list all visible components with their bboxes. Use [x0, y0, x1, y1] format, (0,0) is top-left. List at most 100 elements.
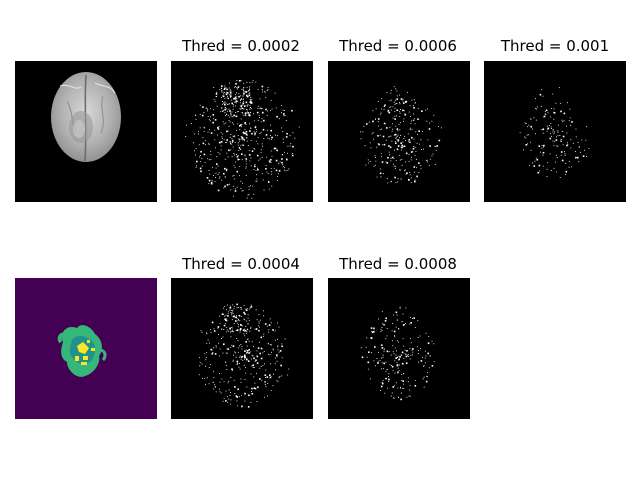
speckle	[379, 360, 381, 361]
speckle	[245, 101, 248, 104]
speckle	[224, 158, 226, 160]
speckle	[396, 356, 398, 358]
speckle	[195, 166, 197, 168]
speckle	[243, 101, 244, 103]
speckle	[383, 350, 385, 352]
speckle	[284, 169, 285, 171]
speckle	[251, 354, 253, 356]
speckle	[230, 90, 232, 92]
speckle	[362, 131, 364, 133]
speckle	[399, 111, 401, 113]
speckle	[542, 154, 544, 156]
speckle	[546, 128, 548, 130]
speckle	[524, 136, 526, 138]
speckle	[398, 154, 400, 156]
speckle	[245, 372, 247, 374]
speckle	[196, 165, 197, 167]
speckle	[371, 352, 373, 354]
speckle	[542, 132, 544, 134]
speckle	[247, 323, 249, 325]
speckle	[265, 165, 267, 166]
speckle	[402, 98, 404, 100]
speckle	[545, 109, 548, 112]
speckle	[241, 107, 243, 109]
speckle	[397, 371, 399, 374]
speckle	[277, 173, 279, 175]
speckle	[414, 155, 416, 156]
speckle	[371, 133, 373, 135]
speckle	[575, 151, 576, 152]
speckle	[236, 129, 237, 131]
speckle	[564, 153, 566, 155]
speckle	[547, 127, 550, 130]
speckle	[270, 159, 272, 161]
speckle	[390, 354, 392, 356]
speckle	[424, 350, 426, 352]
speckle	[543, 115, 546, 118]
speckle	[241, 139, 243, 141]
speckle	[240, 378, 242, 380]
speckle	[426, 375, 428, 377]
speckle	[526, 134, 528, 136]
speckle	[401, 351, 404, 354]
speckle	[399, 137, 400, 139]
speckle	[550, 170, 552, 171]
speckle	[408, 395, 410, 397]
speckle	[287, 169, 289, 171]
speckle	[244, 358, 246, 360]
speckle	[241, 153, 243, 155]
speckle	[232, 104, 234, 105]
speckle	[527, 134, 529, 136]
speckle	[260, 107, 262, 109]
speckle	[380, 176, 382, 178]
speckle	[380, 368, 382, 370]
speckle	[249, 88, 251, 90]
speckle	[232, 313, 234, 314]
speckle	[254, 148, 256, 150]
speckle	[285, 170, 287, 172]
speckle	[383, 362, 385, 365]
speckle	[291, 109, 293, 112]
speckle	[419, 335, 421, 337]
speckle	[236, 87, 238, 89]
speckle	[399, 307, 401, 309]
speckle	[380, 112, 382, 114]
speckle	[196, 160, 198, 163]
speckle	[394, 133, 397, 136]
speckle	[241, 395, 243, 397]
speckle	[529, 141, 531, 143]
speckle	[292, 153, 293, 154]
speckle	[395, 326, 397, 328]
speckle	[417, 337, 419, 338]
speckle	[267, 353, 269, 355]
speckle	[215, 172, 217, 174]
speckle	[400, 98, 403, 100]
speckle	[237, 135, 239, 136]
speckle	[269, 318, 271, 320]
speckle	[433, 114, 435, 116]
speckle	[208, 367, 210, 368]
speckle	[553, 111, 554, 113]
speckle	[226, 104, 228, 105]
speckle	[402, 100, 404, 102]
speckle	[245, 309, 248, 311]
speckle	[403, 324, 405, 325]
speckle	[260, 319, 261, 321]
speckle	[208, 119, 210, 121]
title-thred-0006: Thred = 0.0006	[339, 37, 457, 55]
speckle	[551, 128, 552, 129]
speckle	[204, 127, 206, 129]
speckle	[251, 341, 253, 343]
speckle	[239, 147, 241, 148]
speckle	[431, 340, 433, 342]
speckle	[223, 314, 224, 315]
speckle	[247, 406, 250, 408]
speckle	[281, 112, 282, 114]
speckle	[253, 148, 255, 149]
speckle	[383, 143, 386, 146]
speckle	[235, 83, 237, 85]
speckle	[208, 179, 211, 182]
speckle	[208, 142, 210, 144]
speckle	[251, 391, 252, 392]
speckle	[242, 144, 244, 145]
